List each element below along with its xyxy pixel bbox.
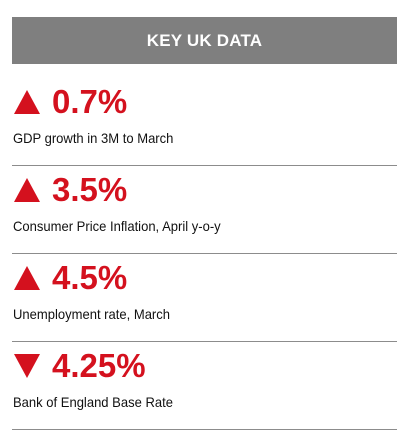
stat-value: 4.25% xyxy=(52,347,146,384)
stat-value: 4.5% xyxy=(52,259,128,296)
stat-label: Bank of England Base Rate xyxy=(13,394,173,410)
divider xyxy=(12,341,397,342)
stat-label: Consumer Price Inflation, April y-o-y xyxy=(13,218,221,234)
stat-value-row: 3.5% xyxy=(14,172,127,208)
triangle-up-icon xyxy=(14,90,40,114)
stat-value-row: 4.25% xyxy=(14,348,146,384)
stat-gdp-growth: 0.7% GDP growth in 3M to March xyxy=(12,80,397,166)
triangle-down-icon xyxy=(14,354,40,378)
stat-label: GDP growth in 3M to March xyxy=(13,130,174,146)
triangle-up-icon xyxy=(14,178,40,202)
header-bar: KEY UK DATA xyxy=(12,17,397,64)
stat-value-row: 4.5% xyxy=(14,260,127,296)
stat-base-rate: 4.25% Bank of England Base Rate xyxy=(12,344,397,430)
divider xyxy=(12,253,397,254)
triangle-up-icon xyxy=(14,266,40,290)
stat-value: 0.7% xyxy=(52,83,128,120)
divider xyxy=(12,165,397,166)
stat-value: 3.5% xyxy=(52,171,128,208)
stat-value-row: 0.7% xyxy=(14,84,127,120)
stat-consumer-price-inflation: 3.5% Consumer Price Inflation, April y-o… xyxy=(12,168,397,254)
header-title: KEY UK DATA xyxy=(146,30,263,50)
stat-label: Unemployment rate, March xyxy=(13,306,171,322)
stat-unemployment-rate: 4.5% Unemployment rate, March xyxy=(12,256,397,342)
